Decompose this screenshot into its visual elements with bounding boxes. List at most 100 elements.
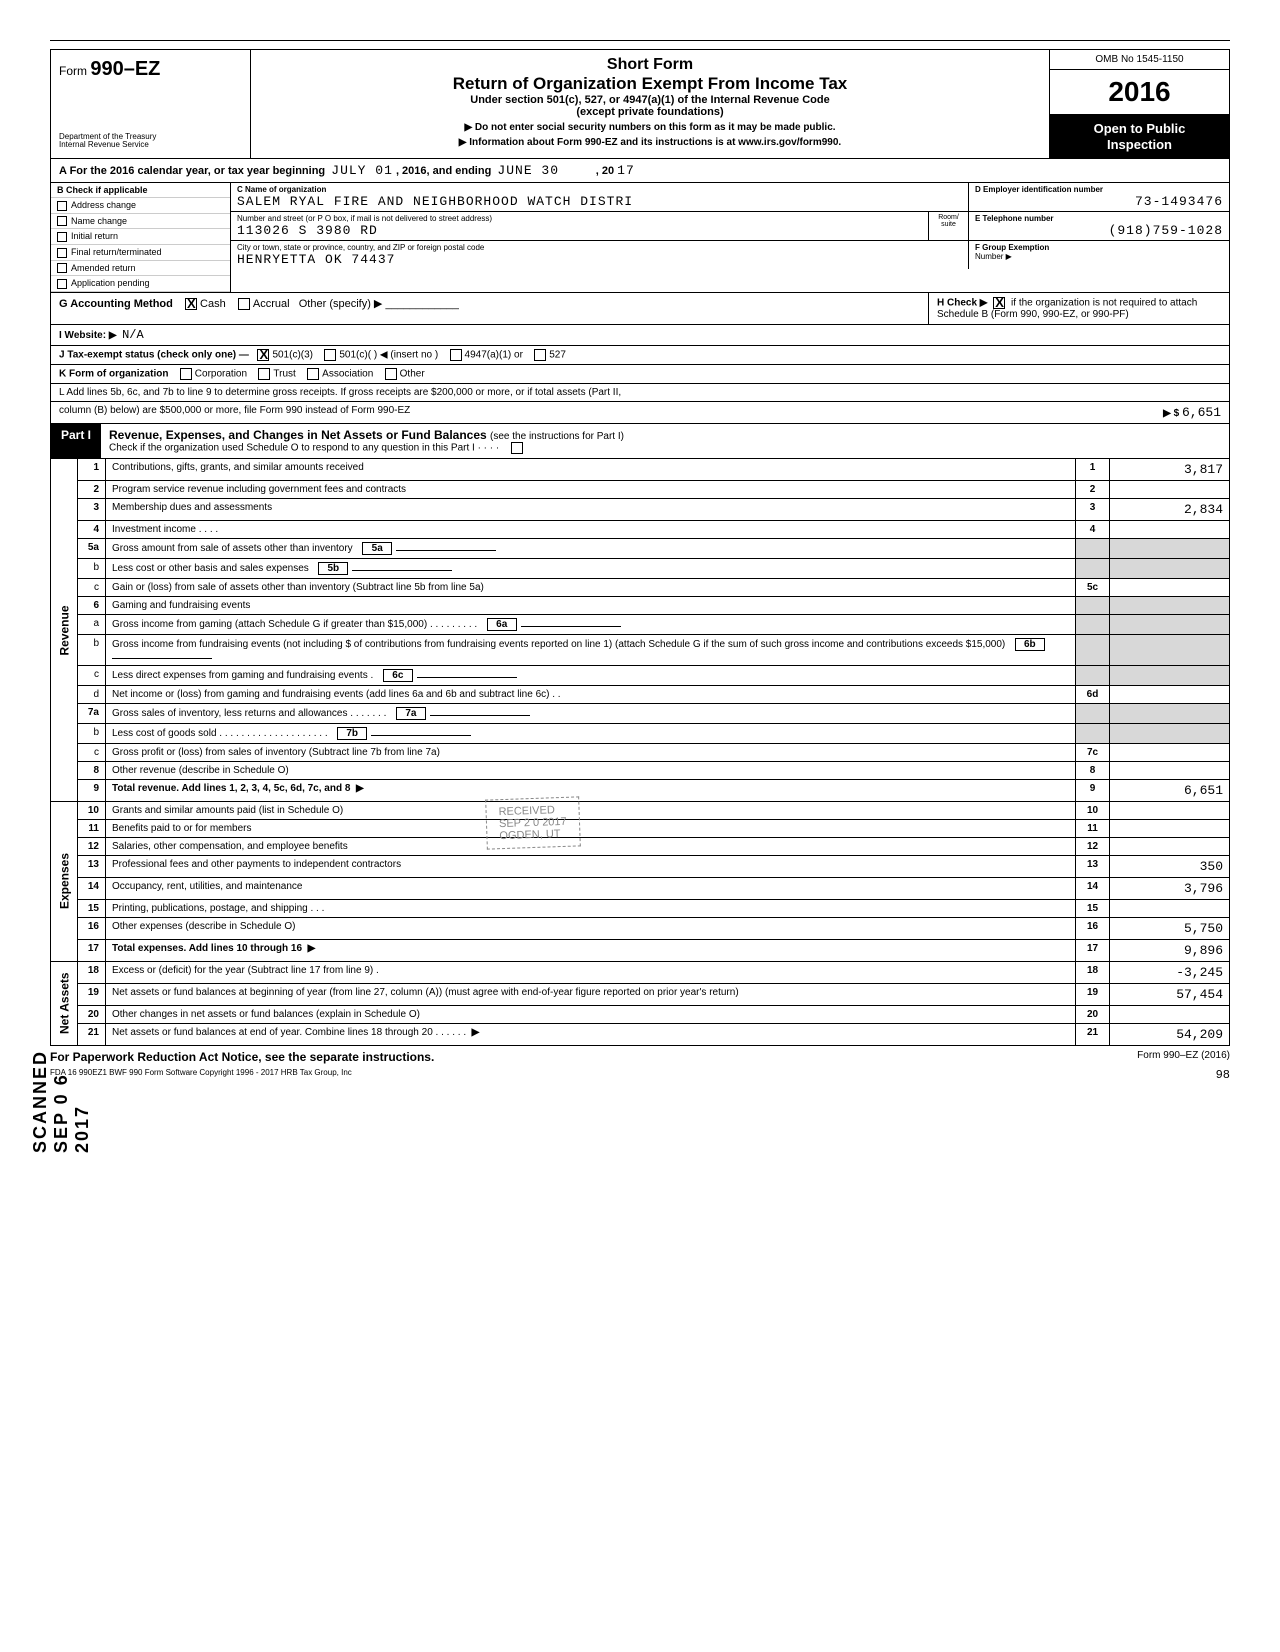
l6-desc: Gaming and fundraising events	[106, 596, 1076, 614]
j-4947: 4947(a)(1) or	[465, 350, 523, 361]
l21-num: 21	[78, 1023, 106, 1045]
l13-box: 13	[1076, 855, 1110, 877]
l2-num: 2	[78, 480, 106, 498]
j-501c3-check	[257, 349, 269, 361]
warn-ssn: ▶ Do not enter social security numbers o…	[261, 122, 1039, 133]
ein: 73-1493476	[975, 194, 1223, 209]
g-other: Other (specify) ▶	[299, 298, 383, 310]
c-city-label: City or town, state or province, country…	[237, 243, 962, 252]
part1-tag: Part I	[51, 424, 101, 458]
g-cash-check	[185, 298, 197, 310]
h-checkbox	[993, 297, 1005, 309]
side-revenue: Revenue	[51, 459, 78, 802]
j-insert: ) ◀ (insert no )	[374, 350, 438, 361]
j-501c: 501(c)(	[339, 350, 371, 361]
l9-desc: Total revenue. Add lines 1, 2, 3, 4, 5c,…	[106, 779, 1076, 801]
l12-num: 12	[78, 837, 106, 855]
l8-amt	[1110, 761, 1230, 779]
l4-num: 4	[78, 520, 106, 538]
l5c-box: 5c	[1076, 578, 1110, 596]
col-b: B Check if applicable Address change Nam…	[51, 183, 231, 292]
c-name-cell: C Name of organization SALEM RYAL FIRE A…	[231, 183, 969, 211]
l16-box: 16	[1076, 917, 1110, 939]
l8-desc: Other revenue (describe in Schedule O)	[106, 761, 1076, 779]
l7a-num: 7a	[78, 703, 106, 723]
org-city: HENRYETTA OK 74437	[237, 252, 962, 267]
l-amount: 6,651	[1182, 405, 1221, 420]
l12-box: 12	[1076, 837, 1110, 855]
k-trust: Trust	[273, 369, 295, 380]
l21-desc: Net assets or fund balances at end of ye…	[106, 1023, 1076, 1045]
g-accounting: G Accounting Method Cash Accrual Other (…	[51, 293, 929, 324]
l19-num: 19	[78, 983, 106, 1005]
l19-box: 19	[1076, 983, 1110, 1005]
form-footer: Form 990–EZ (2016)	[1137, 1050, 1230, 1064]
fda-line: FDA 16 990EZ1 BWF 990 Form Software Copy…	[50, 1068, 352, 1082]
line-a-prefix: A For the 2016 calendar year, or tax yea…	[59, 165, 325, 177]
l7b-desc: Less cost of goods sold . . . . . . . . …	[106, 723, 1076, 743]
f-number: Number ▶	[975, 252, 1223, 261]
under-section: Under section 501(c), 527, or 4947(a)(1)…	[261, 94, 1039, 106]
l8-num: 8	[78, 761, 106, 779]
l10-amt	[1110, 801, 1230, 819]
l11-num: 11	[78, 819, 106, 837]
l15-amt	[1110, 899, 1230, 917]
line-a: A For the 2016 calendar year, or tax yea…	[50, 159, 1230, 183]
l19-amt: 57,454	[1110, 983, 1230, 1005]
l16-amt: 5,750	[1110, 917, 1230, 939]
l6d-num: d	[78, 685, 106, 703]
j-527-check	[534, 349, 546, 361]
g-accrual-check	[238, 298, 250, 310]
l6b-desc: Gross income from fundraising events (no…	[106, 634, 1076, 665]
l11-box: 11	[1076, 819, 1110, 837]
l6d-amt	[1110, 685, 1230, 703]
l15-num: 15	[78, 899, 106, 917]
l17-num: 17	[78, 939, 106, 961]
l20-amt	[1110, 1005, 1230, 1023]
c-city-cell: City or town, state or province, country…	[231, 241, 969, 269]
header-left: Form 990–EZ Department of the Treasury I…	[51, 50, 251, 158]
omb-number: OMB No 1545-1150	[1050, 50, 1229, 70]
k-assoc: Association	[322, 369, 373, 380]
l5c-num: c	[78, 578, 106, 596]
d-label: D Employer identification number	[975, 185, 1103, 194]
l14-box: 14	[1076, 877, 1110, 899]
l4-amt	[1110, 520, 1230, 538]
c-addr-cell: Number and street (or P O box, if mail i…	[231, 212, 929, 240]
b-label: B Check if applicable	[57, 185, 148, 195]
l17-desc: Total expenses. Add lines 10 through 16 …	[106, 939, 1076, 961]
l5b-desc: Less cost or other basis and sales expen…	[106, 558, 1076, 578]
j-501c-check	[324, 349, 336, 361]
f-label: F Group Exemption	[975, 243, 1049, 252]
l2-desc: Program service revenue including govern…	[106, 480, 1076, 498]
telephone: (918)759-1028	[975, 223, 1223, 238]
l14-desc: Occupancy, rent, utilities, and maintena…	[106, 877, 1076, 899]
l2-box: 2	[1076, 480, 1110, 498]
part1-title: Revenue, Expenses, and Changes in Net As…	[109, 428, 487, 442]
form-header: Form 990–EZ Department of the Treasury I…	[50, 49, 1230, 159]
b-name-change: Name change	[71, 216, 127, 226]
j-4947-check	[450, 349, 462, 361]
l16-desc: Other expenses (describe in Schedule O)	[106, 917, 1076, 939]
header-right: OMB No 1545-1150 2016 Open to Public Ins…	[1049, 50, 1229, 158]
k-label: K Form of organization	[59, 369, 168, 380]
b-pending: Application pending	[71, 278, 150, 288]
g-cash: Cash	[200, 298, 226, 310]
warn-info: ▶ Information about Form 990-EZ and its …	[261, 137, 1039, 148]
l1-box: 1	[1076, 459, 1110, 481]
k-corp: Corporation	[195, 369, 247, 380]
footer: For Paperwork Reduction Act Notice, see …	[50, 1050, 1230, 1064]
col-cdef: C Name of organization SALEM RYAL FIRE A…	[231, 183, 1229, 292]
scanned-stamp: SCANNED SEP 0 6 2017	[30, 1050, 93, 1153]
l5b-num: b	[78, 558, 106, 578]
room-suite: Room/ suite	[929, 212, 969, 240]
l17-box: 17	[1076, 939, 1110, 961]
h-check: H Check ▶ if the organization is not req…	[929, 293, 1229, 324]
l6d-desc: Net income or (loss) from gaming and fun…	[106, 685, 1076, 703]
side-net-assets: Net Assets	[51, 961, 78, 1045]
row-j: J Tax-exempt status (check only one) — 5…	[50, 346, 1230, 365]
l15-box: 15	[1076, 899, 1110, 917]
part1-sub: (see the instructions for Part I)	[490, 431, 624, 442]
l18-desc: Excess or (deficit) for the year (Subtra…	[106, 961, 1076, 983]
l21-box: 21	[1076, 1023, 1110, 1045]
